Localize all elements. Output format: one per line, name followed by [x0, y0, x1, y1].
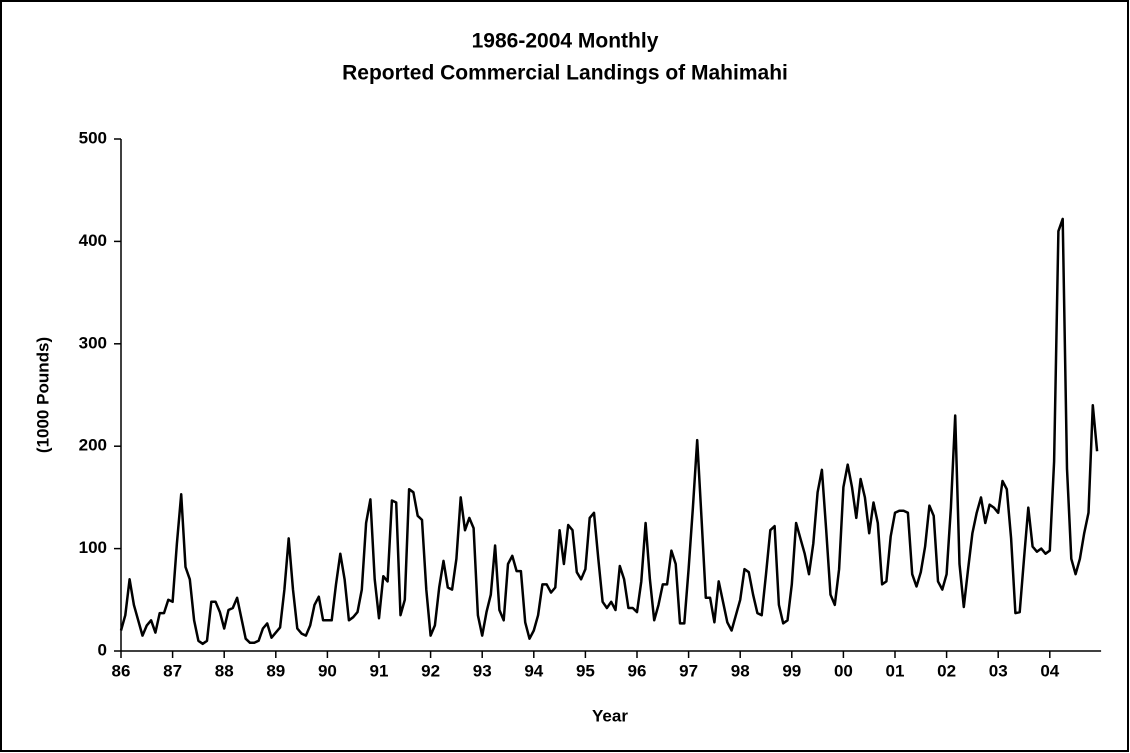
- y-tick-label: 300: [79, 333, 107, 352]
- x-tick-label: 88: [215, 661, 234, 680]
- data-line: [119, 217, 1099, 646]
- y-tick-label: 200: [79, 436, 107, 455]
- x-tick-label: 93: [473, 661, 492, 680]
- y-tick-label: 100: [79, 538, 107, 557]
- x-tick-label: 86: [112, 661, 131, 680]
- x-tick-label: 89: [266, 661, 285, 680]
- x-tick-label: 00: [834, 661, 853, 680]
- x-tick-label: 03: [989, 661, 1008, 680]
- y-axis-label: (1000 Pounds): [33, 337, 52, 453]
- x-tick-label: 91: [370, 661, 389, 680]
- x-axis-label: Year: [592, 706, 628, 725]
- x-tick-label: 96: [628, 661, 647, 680]
- x-tick-label: 94: [524, 661, 543, 680]
- x-tick-label: 87: [163, 661, 182, 680]
- x-tick-label: 02: [937, 661, 956, 680]
- y-tick-label: 400: [79, 231, 107, 250]
- x-tick-label: 90: [318, 661, 337, 680]
- x-tick-label: 99: [782, 661, 801, 680]
- x-tick-label: 95: [576, 661, 595, 680]
- x-tick-label: 97: [679, 661, 698, 680]
- y-tick-label: 0: [98, 640, 107, 659]
- x-tick-label: 98: [731, 661, 750, 680]
- y-tick-label: 500: [79, 128, 107, 147]
- chart-title: Reported Commercial Landings of Mahimahi: [342, 62, 788, 85]
- x-tick-label: 01: [886, 661, 905, 680]
- chart-title: 1986-2004 Monthly: [472, 30, 659, 53]
- x-tick-label: 92: [421, 661, 440, 680]
- x-tick-label: 04: [1040, 661, 1059, 680]
